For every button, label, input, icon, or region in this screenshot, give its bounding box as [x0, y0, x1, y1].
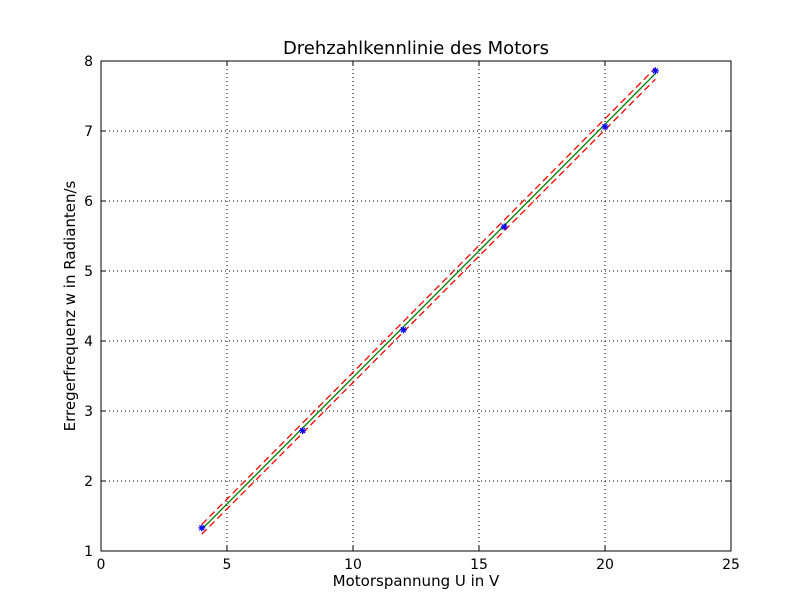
plot-area-frame	[100, 60, 732, 552]
fit-line	[201, 73, 656, 530]
data-point-star	[299, 427, 307, 435]
x-tick-label: 15	[470, 557, 488, 573]
x-tick-label: 5	[223, 557, 232, 573]
data-point-star	[651, 67, 659, 75]
y-tick-label: 7	[84, 124, 93, 140]
data-point-star	[399, 326, 407, 334]
x-tick-label: 25	[722, 557, 740, 573]
x-axis-label: Motorspannung U in V	[333, 572, 500, 590]
y-axis-label: Erregerfrequenz w in Radianten/s	[61, 180, 79, 431]
data-point-star	[601, 123, 609, 131]
plot-series	[198, 67, 659, 535]
y-tick-label: 1	[84, 544, 93, 560]
y-tick-label: 8	[84, 54, 93, 70]
x-tick-label: 10	[344, 557, 362, 573]
x-tick-label: 0	[97, 557, 106, 573]
data-point-star	[198, 524, 206, 532]
lower-bound-line	[201, 78, 656, 535]
data-point-star	[500, 223, 508, 231]
y-tick-label: 5	[84, 264, 93, 280]
y-tick-label: 6	[84, 194, 93, 210]
axis-ticks: 0 5 10 15 20 25 1 2 3 4 5 6 7 8	[84, 54, 740, 573]
chart-title: Drehzahlkennlinie des Motors	[283, 38, 549, 59]
y-tick-label: 2	[84, 474, 93, 490]
x-tick-label: 20	[596, 557, 614, 573]
y-tick-label: 4	[84, 334, 93, 350]
y-tick-label: 3	[84, 404, 93, 420]
upper-bound-line	[201, 67, 656, 525]
